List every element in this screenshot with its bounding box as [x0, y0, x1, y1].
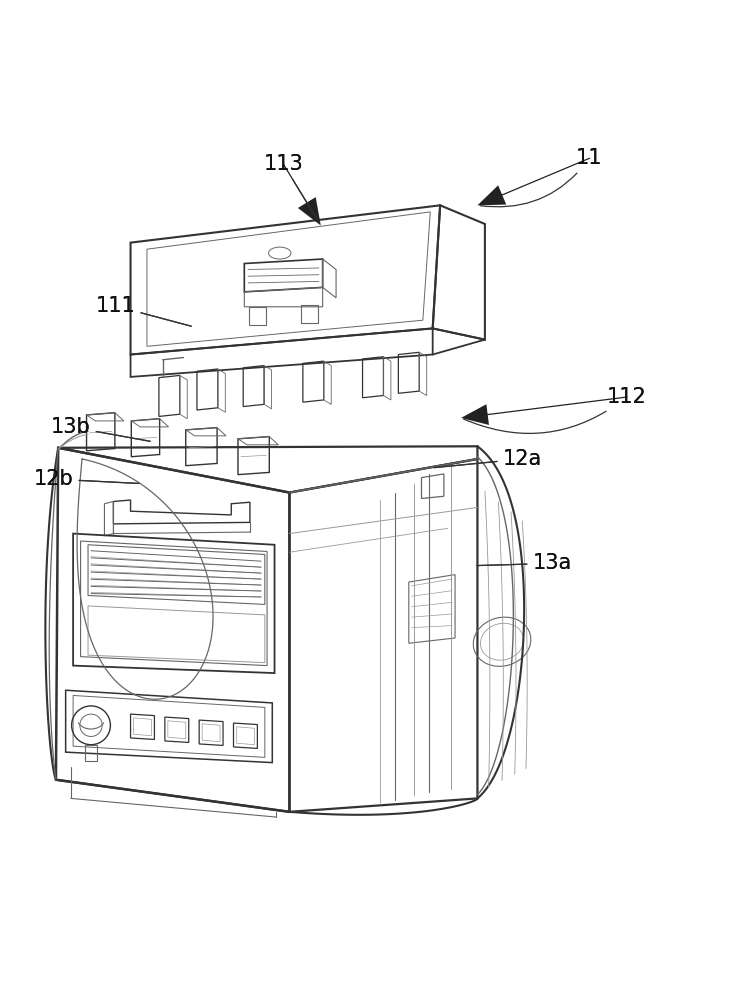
Text: 12b: 12b	[34, 469, 139, 489]
Text: 13b: 13b	[51, 417, 150, 441]
Text: 112: 112	[463, 387, 647, 433]
Text: 11: 11	[576, 148, 603, 168]
Polygon shape	[298, 197, 321, 225]
Polygon shape	[461, 404, 489, 425]
Text: 12a: 12a	[434, 449, 542, 469]
Text: 111: 111	[95, 296, 191, 326]
Text: 12b: 12b	[34, 469, 139, 489]
Text: 13b: 13b	[51, 417, 150, 441]
Text: 113: 113	[263, 154, 304, 174]
Text: 111: 111	[95, 296, 191, 326]
Text: 113: 113	[263, 154, 319, 223]
Text: 13a: 13a	[477, 553, 571, 573]
Text: 11: 11	[480, 148, 603, 207]
Text: 13a: 13a	[477, 553, 571, 573]
Polygon shape	[477, 185, 507, 205]
Text: 112: 112	[606, 387, 647, 407]
Text: 12a: 12a	[434, 449, 542, 469]
